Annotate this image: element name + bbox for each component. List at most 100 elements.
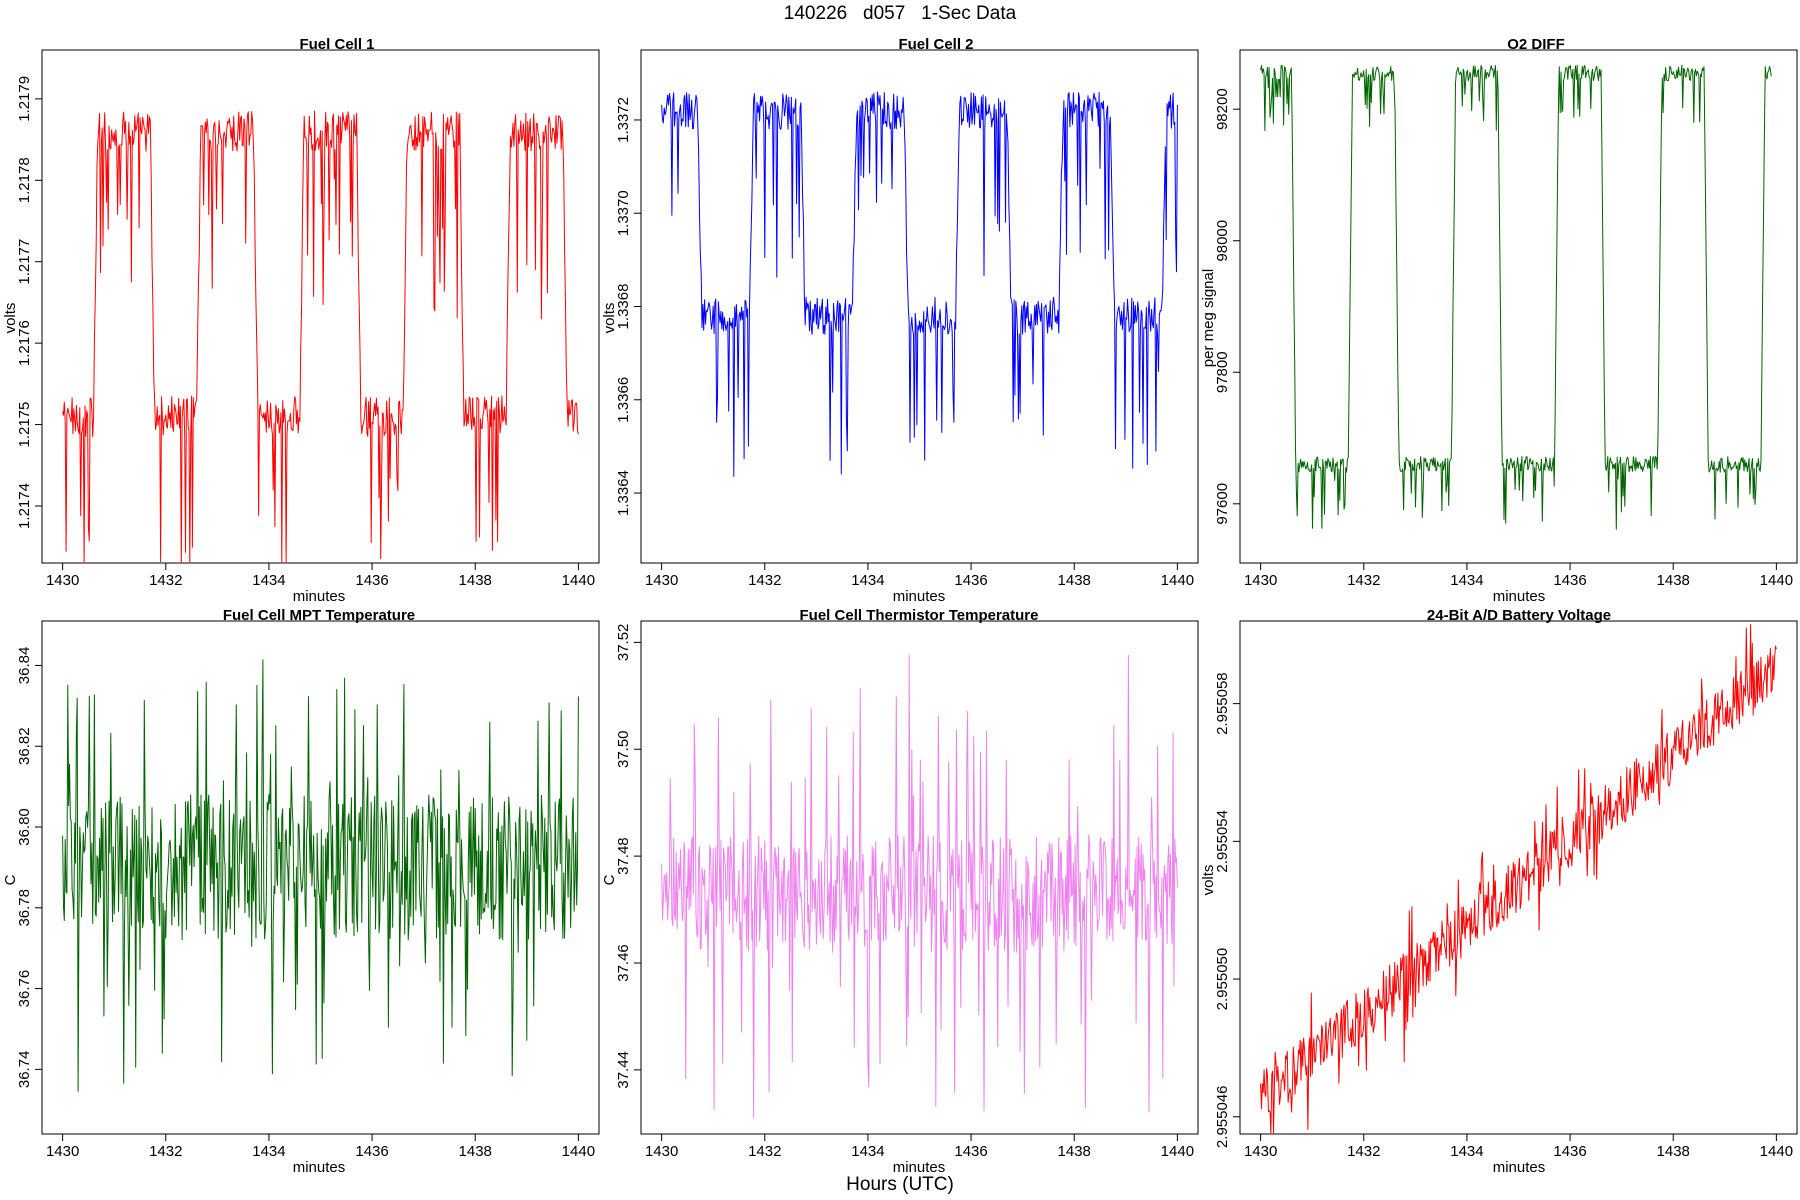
x-tick-label: 1432 (748, 1143, 781, 1160)
y-tick-label: 1.3368 (615, 284, 632, 330)
x-tick-label: 1432 (748, 572, 781, 589)
x-axis-label: minutes (1493, 1159, 1546, 1176)
y-tick-label: 1.3372 (615, 97, 632, 143)
y-axis-label: volts (1200, 865, 1217, 896)
y-tick-label: 36.80 (16, 808, 33, 846)
x-tick-label: 1432 (149, 1143, 182, 1160)
series-line (1260, 624, 1777, 1135)
x-tick-label: 1432 (149, 572, 182, 589)
y-tick-label: 2.955054 (1214, 810, 1231, 873)
panel-fuel-cell-1: Fuel Cell 1 minutes volts 1430 1432 1434 14… (2, 36, 600, 605)
series-line (661, 654, 1178, 1119)
x-tick-label: 1436 (954, 572, 987, 589)
x-tick-label: 1430 (645, 1143, 678, 1160)
y-tick-label: 98000 (1214, 220, 1231, 262)
x-axis-label: minutes (893, 588, 946, 605)
series-line (62, 659, 579, 1092)
series-line (661, 91, 1178, 477)
y-tick-label: 1.2179 (16, 76, 33, 122)
y-tick-label: 97600 (1214, 483, 1231, 525)
x-tick-label: 1432 (1347, 1143, 1380, 1160)
y-tick-label: 1.2175 (16, 402, 33, 448)
x-tick-label: 1434 (851, 1143, 884, 1160)
y-axis-label: C (601, 874, 618, 885)
x-axis-label: minutes (293, 588, 346, 605)
x-tick-label: 1438 (1657, 572, 1690, 589)
y-tick-label: 37.52 (615, 624, 632, 662)
y-tick-label: 1.3366 (615, 377, 632, 423)
x-tick-label: 1436 (954, 1143, 987, 1160)
panel-title: Fuel Cell Thermistor Temperature (800, 607, 1039, 624)
y-axis-label: volts (601, 303, 618, 334)
y-tick-label: 37.48 (615, 837, 632, 875)
y-tick-label: 1.2177 (16, 239, 33, 285)
y-tick-label: 36.84 (16, 647, 33, 685)
panel-title: Fuel Cell 2 (898, 36, 973, 53)
x-tick-label: 1436 (1553, 1143, 1586, 1160)
panels: Fuel Cell 1 minutes volts 1430 1432 1434 14… (2, 36, 1798, 1176)
y-tick-label: 2.955058 (1214, 672, 1231, 735)
y-axis-label: C (2, 874, 19, 885)
x-tick-label: 1432 (1347, 572, 1380, 589)
x-tick-label: 1434 (1450, 572, 1483, 589)
x-axis-label: minutes (1493, 588, 1546, 605)
x-tick-label: 1438 (1657, 1143, 1690, 1160)
y-tick-label: 1.2176 (16, 320, 33, 366)
y-tick-label: 36.76 (16, 970, 33, 1008)
y-tick-label: 1.2174 (16, 483, 33, 529)
y-tick-label: 97800 (1214, 351, 1231, 393)
series-line (1260, 64, 1772, 530)
x-tick-label: 1438 (459, 1143, 492, 1160)
x-tick-label: 1430 (1244, 1143, 1277, 1160)
x-axis-label: minutes (293, 1159, 346, 1176)
y-tick-label: 1.3364 (615, 470, 632, 516)
panel-title: O2 DIFF (1507, 36, 1565, 53)
y-tick-label: 1.2178 (16, 157, 33, 203)
y-tick-label: 36.78 (16, 889, 33, 927)
panel-o2-diff: O2 DIFF minutes per meg signal 1430 1432 1… (1200, 36, 1798, 605)
x-tick-label: 1434 (252, 572, 285, 589)
y-tick-label: 2.955046 (1214, 1085, 1231, 1148)
x-axis-label: minutes (893, 1159, 946, 1176)
x-tick-label: 1434 (1450, 1143, 1483, 1160)
y-tick-label: 37.46 (615, 944, 632, 982)
x-tick-label: 1438 (459, 572, 492, 589)
x-tick-label: 1430 (1244, 572, 1277, 589)
panel-title: Fuel Cell MPT Temperature (223, 607, 415, 624)
x-tick-label: 1440 (1760, 572, 1793, 589)
series-line (62, 110, 579, 564)
y-tick-label: 37.50 (615, 730, 632, 768)
y-tick-label: 36.82 (16, 727, 33, 765)
panel-fuel-cell-mpt-temperature: Fuel Cell MPT Temperature minutes C 1430… (2, 607, 600, 1176)
x-tick-label: 1434 (851, 572, 884, 589)
figure-bottom-label: Hours (UTC) (846, 1174, 954, 1195)
x-tick-label: 1430 (46, 1143, 79, 1160)
panel-fuel-cell-thermistor-temperature: Fuel Cell Thermistor Temperature minutes… (601, 607, 1199, 1176)
y-tick-label: 36.74 (16, 1051, 33, 1089)
panel-title: Fuel Cell 1 (299, 36, 374, 53)
y-tick-label: 1.3370 (615, 190, 632, 236)
x-tick-label: 1430 (46, 572, 79, 589)
y-tick-label: 98200 (1214, 88, 1231, 130)
x-tick-label: 1440 (1161, 1143, 1194, 1160)
x-tick-label: 1440 (562, 1143, 595, 1160)
y-tick-label: 2.955050 (1214, 948, 1231, 1011)
x-tick-label: 1436 (1553, 572, 1586, 589)
x-tick-label: 1434 (252, 1143, 285, 1160)
x-tick-label: 1436 (355, 572, 388, 589)
x-tick-label: 1440 (1760, 1143, 1793, 1160)
y-axis-label: per meg signal (1200, 269, 1217, 367)
x-tick-label: 1440 (1161, 572, 1194, 589)
panel-title: 24-Bit A/D Battery Voltage (1427, 607, 1611, 624)
y-tick-label: 37.44 (615, 1051, 632, 1089)
x-tick-label: 1438 (1058, 572, 1091, 589)
x-tick-label: 1436 (355, 1143, 388, 1160)
y-axis-label: volts (2, 303, 19, 334)
panel-battery-voltage: 24-Bit A/D Battery Voltage minutes volts… (1200, 607, 1798, 1176)
x-tick-label: 1430 (645, 572, 678, 589)
figure-title: 140226 d057 1-Sec Data (784, 3, 1017, 24)
x-tick-label: 1440 (562, 572, 595, 589)
panel-fuel-cell-2: Fuel Cell 2 minutes volts 1430 1432 1434 14… (601, 36, 1199, 605)
x-tick-label: 1438 (1058, 1143, 1091, 1160)
